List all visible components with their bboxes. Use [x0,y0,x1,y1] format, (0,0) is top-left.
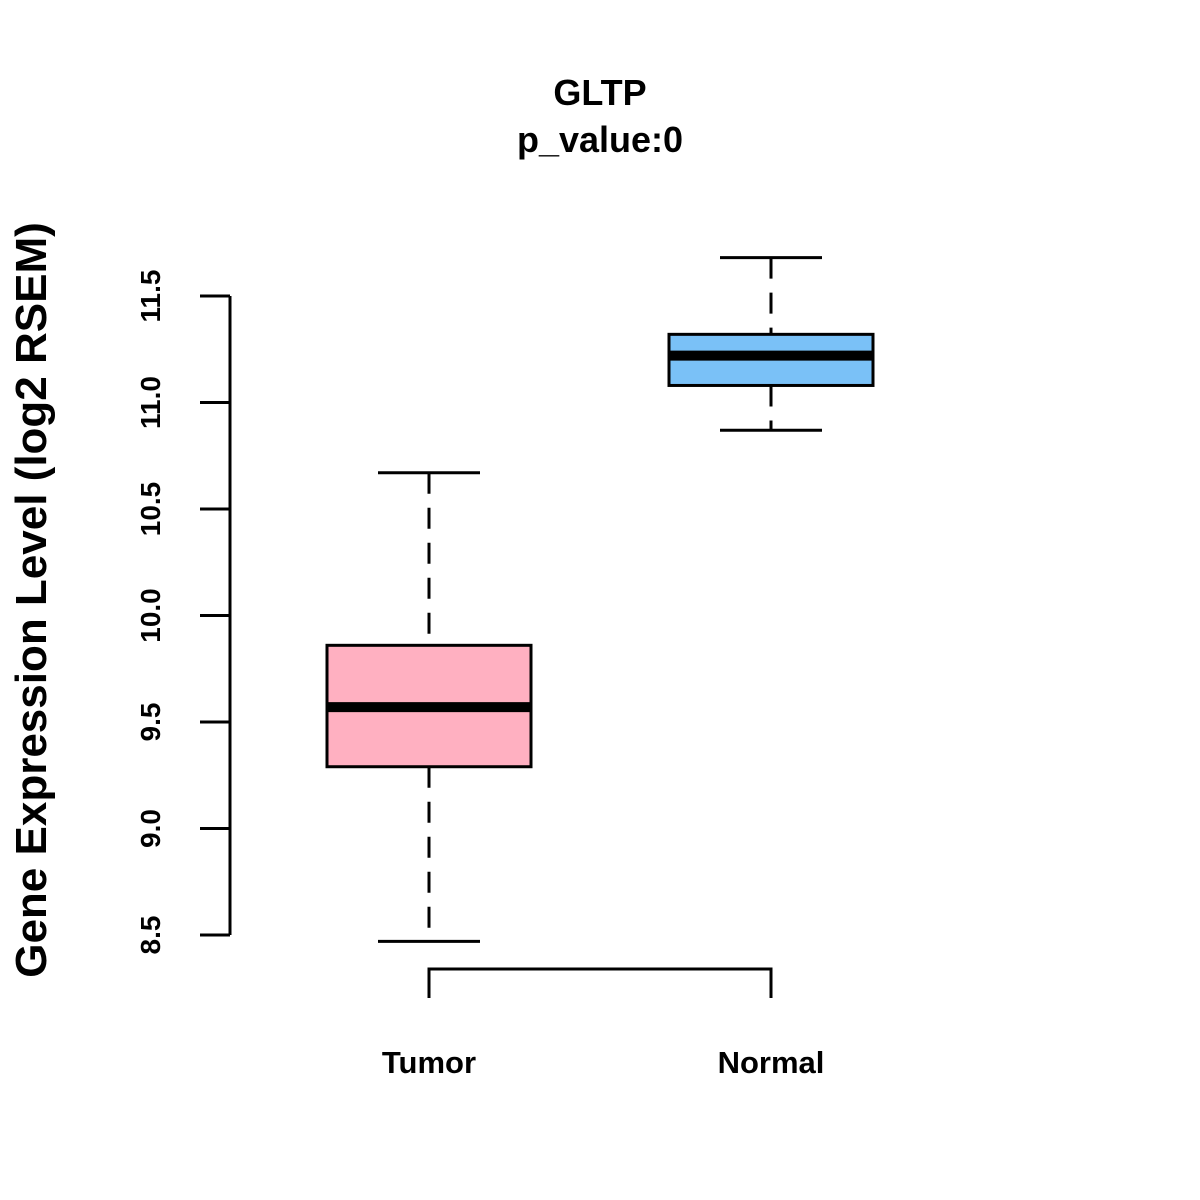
y-tick-label: 11.0 [135,376,166,429]
chart-subtitle: p_value:0 [517,119,683,160]
y-axis: 8.5 9.0 9.5 10.0 10.5 11.0 11.5 [135,270,232,955]
chart-title: GLTP [553,72,646,113]
y-tick-label: 10.0 [135,588,166,643]
category-label-tumor: Tumor [382,1045,476,1080]
y-tick-label: 10.5 [135,482,166,537]
bracket-line [427,967,773,998]
y-axis-label: Gene Expression Level (log2 RSEM) [7,222,56,978]
box-normal [667,256,875,432]
y-tick-label: 9.0 [135,809,166,848]
category-labels: Tumor Normal [382,1045,824,1080]
comparison-bracket [427,967,773,998]
box-tumor [325,471,533,943]
category-label-normal: Normal [718,1045,825,1080]
y-tick-label: 9.5 [135,703,166,742]
box-group [325,256,875,943]
y-tick-label: 8.5 [135,916,166,955]
y-tick-label: 11.5 [135,270,166,323]
